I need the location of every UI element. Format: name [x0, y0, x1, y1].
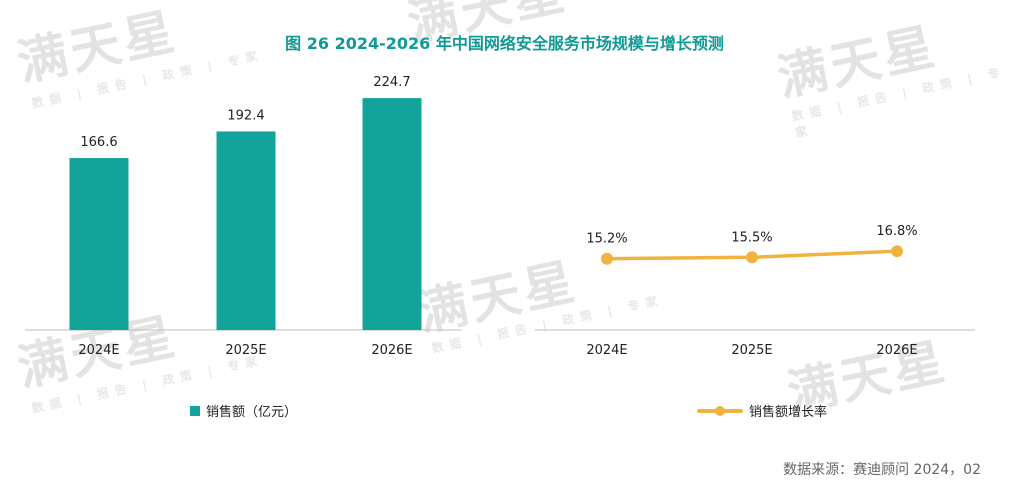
bar-legend-swatch [190, 405, 200, 416]
line-legend-label: 销售额增长率 [749, 405, 828, 420]
bar-x-tick-label: 2025E [225, 343, 266, 358]
chart-title: 图 26 2024-2026 年中国网络安全服务市场规模与增长预测 [285, 34, 724, 53]
line-legend: 销售额增长率 [697, 401, 827, 420]
line-point-2026E [891, 245, 903, 258]
bar-legend-label: 销售额（亿元） [206, 405, 298, 420]
bar-x-tick-label: 2026E [371, 343, 412, 358]
bar-value-label: 166.6 [80, 135, 117, 150]
line-value-label: 16.8% [876, 224, 917, 239]
line-value-label: 15.5% [731, 230, 772, 245]
bar-legend: 销售额（亿元） [190, 401, 297, 420]
bar-2025E [216, 131, 276, 330]
line-point-2025E [746, 251, 758, 264]
bar-value-label: 224.7 [373, 75, 410, 90]
source-note: 数据来源：赛迪顾问 2024，02 [783, 462, 981, 478]
line-x-tick-label: 2026E [876, 343, 917, 358]
line-x-tick-label: 2024E [586, 343, 627, 358]
bar-value-label: 192.4 [227, 108, 264, 123]
bar-x-tick-label: 2024E [78, 343, 119, 358]
bar-2026E [362, 98, 422, 331]
bar-2024E [69, 158, 129, 330]
line-legend-swatch [697, 405, 743, 416]
line-point-2024E [601, 252, 613, 265]
line-value-label: 15.2% [586, 232, 627, 247]
line-x-tick-label: 2025E [731, 343, 772, 358]
